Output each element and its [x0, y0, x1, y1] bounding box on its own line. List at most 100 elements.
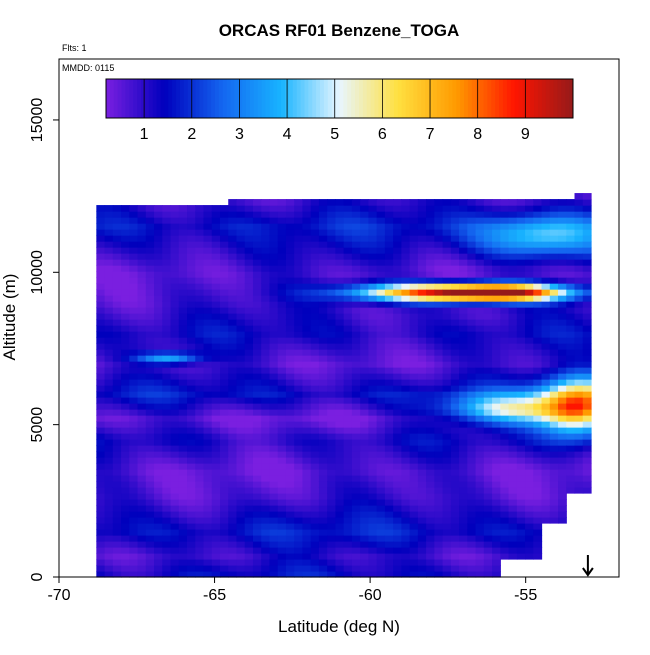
heatmap-cell	[516, 247, 526, 254]
heatmap-cell	[327, 547, 337, 554]
heatmap-cell	[129, 331, 139, 338]
heatmap-cell	[426, 229, 435, 236]
heatmap-cell	[302, 343, 312, 350]
heatmap-cell	[187, 409, 196, 416]
heatmap-cell	[475, 415, 485, 422]
heatmap-cell	[252, 283, 262, 290]
heatmap-cell	[360, 493, 369, 500]
heatmap-cell	[187, 319, 196, 326]
heatmap-cell	[442, 277, 452, 284]
heatmap-cell	[211, 403, 221, 410]
heatmap-cell	[500, 439, 510, 446]
heatmap-cell	[475, 379, 485, 386]
heatmap-cell	[384, 301, 394, 308]
heatmap-cell	[203, 391, 213, 398]
heatmap-cell	[401, 529, 411, 536]
heatmap-cell	[351, 475, 361, 482]
heatmap-cell	[228, 451, 238, 458]
heatmap-cell	[129, 433, 139, 440]
heatmap-cell	[533, 481, 543, 488]
heatmap-cell	[269, 439, 279, 446]
heatmap-cell	[318, 265, 328, 272]
heatmap-cell	[285, 427, 295, 434]
heatmap-cell	[459, 427, 468, 434]
heatmap-cell	[459, 415, 468, 422]
heatmap-cell	[409, 457, 419, 464]
heatmap-cell	[442, 457, 452, 464]
heatmap-cell	[187, 457, 196, 464]
heatmap-cell	[129, 463, 139, 470]
heatmap-cell	[178, 475, 188, 482]
heatmap-cell	[516, 229, 526, 236]
heatmap-cell	[285, 565, 295, 572]
heatmap-cell	[393, 229, 402, 236]
heatmap-cell	[426, 367, 435, 374]
heatmap-cell	[475, 391, 485, 398]
heatmap-cell	[500, 235, 510, 242]
heatmap-cell	[508, 517, 518, 524]
heatmap-cell	[236, 553, 246, 560]
chart-title: ORCAS RF01 Benzene_TOGA	[219, 21, 460, 40]
heatmap-cell	[121, 409, 130, 416]
heatmap-cell	[203, 361, 213, 368]
heatmap-cell	[220, 289, 229, 296]
heatmap-cell	[533, 229, 543, 236]
heatmap-cell	[516, 289, 526, 296]
heatmap-cell	[351, 511, 361, 518]
heatmap-cell	[318, 409, 328, 416]
heatmap-cell	[483, 433, 493, 440]
heatmap-cell	[549, 211, 559, 218]
heatmap-cell	[434, 283, 444, 290]
heatmap-cell	[459, 523, 468, 530]
heatmap-cell	[294, 349, 304, 356]
colorbar-segment	[467, 79, 473, 118]
heatmap-cell	[335, 361, 345, 368]
heatmap-cell	[434, 571, 444, 578]
colorbar-segment	[265, 79, 270, 118]
heatmap-cell	[244, 547, 254, 554]
heatmap-cell	[500, 223, 510, 230]
heatmap-cell	[302, 331, 312, 338]
heatmap-cell	[483, 271, 493, 278]
heatmap-cell	[294, 199, 304, 206]
heatmap-cell	[376, 559, 386, 566]
heatmap-cell	[178, 487, 188, 494]
heatmap-cell	[220, 523, 229, 530]
heatmap-cell	[302, 475, 312, 482]
heatmap-cell	[492, 313, 501, 320]
heatmap-cell	[162, 559, 172, 566]
heatmap-cell	[277, 343, 287, 350]
heatmap-cell	[475, 481, 485, 488]
heatmap-cell	[475, 403, 485, 410]
heatmap-cell	[549, 289, 559, 296]
heatmap-cell	[549, 259, 559, 266]
heatmap-cell	[508, 211, 518, 218]
heatmap-cell	[351, 343, 361, 350]
heatmap-cell	[162, 451, 172, 458]
heatmap-cell	[376, 397, 386, 404]
heatmap-cell	[178, 511, 188, 518]
heatmap-cell	[409, 229, 419, 236]
heatmap-cell	[541, 391, 551, 398]
heatmap-cell	[459, 511, 468, 518]
heatmap-cell	[549, 277, 559, 284]
heatmap-cell	[154, 235, 163, 242]
heatmap-cell	[475, 559, 485, 566]
heatmap-cell	[145, 295, 155, 302]
heatmap-cell	[376, 541, 386, 548]
heatmap-cell	[154, 313, 163, 320]
heatmap-cell	[376, 493, 386, 500]
heatmap-cell	[442, 349, 452, 356]
heatmap-cell	[368, 541, 378, 548]
colorbar-segment	[393, 79, 399, 118]
heatmap-cell	[145, 463, 155, 470]
heatmap-cell	[112, 553, 122, 560]
heatmap-cell	[459, 541, 468, 548]
heatmap-cell	[384, 427, 394, 434]
heatmap-cell	[541, 367, 551, 374]
heatmap-cell	[376, 253, 386, 260]
heatmap-cell	[154, 505, 163, 512]
heatmap-cell	[228, 559, 238, 566]
heatmap-cell	[145, 301, 155, 308]
heatmap-cell	[112, 481, 122, 488]
